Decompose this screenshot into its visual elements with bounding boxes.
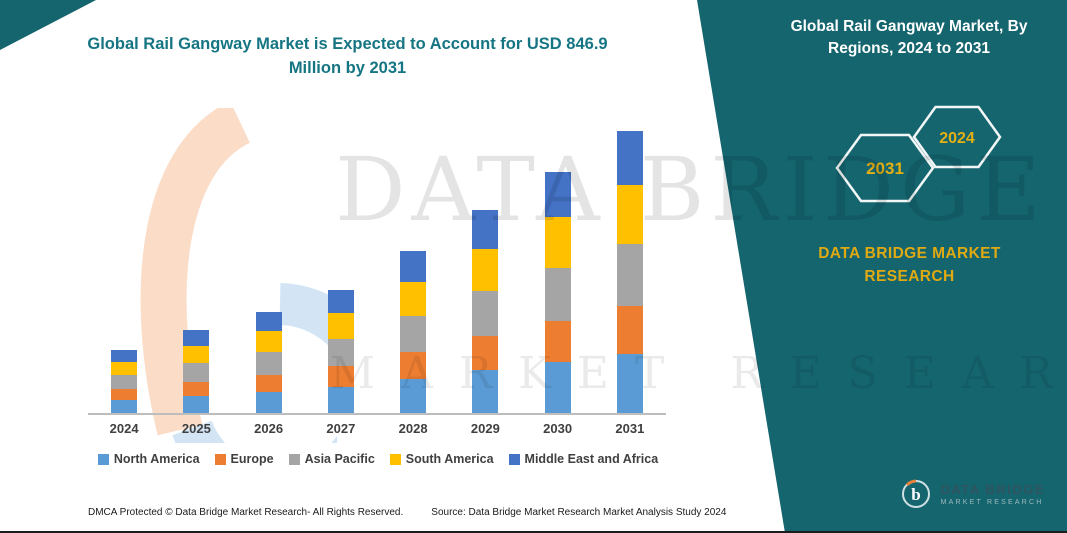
- bar-segment: [400, 282, 427, 317]
- legend-swatch: [508, 453, 520, 465]
- x-tick-label: 2024: [109, 421, 139, 436]
- bar-segment: [616, 244, 643, 306]
- bar-segment: [255, 391, 282, 413]
- bar-segment: [183, 395, 210, 413]
- bar-segment: [255, 352, 282, 375]
- bar-segment: [255, 374, 282, 392]
- bar-column-2031: [616, 97, 643, 413]
- legend-item: Middle East and Africa: [508, 452, 659, 466]
- x-tick-label: 2026: [254, 421, 284, 436]
- bar-segment: [616, 184, 643, 244]
- logo-text: DATA BRIDGE MARKET RESEARCH: [941, 482, 1045, 506]
- bar-segment: [327, 313, 354, 340]
- footer: DMCA Protected © Data Bridge Market Rese…: [88, 507, 726, 518]
- legend-swatch: [389, 453, 401, 465]
- bar-segment: [327, 339, 354, 367]
- bar-segment: [183, 330, 210, 346]
- bar-segment: [616, 305, 643, 354]
- bar-column-2026: [255, 97, 282, 413]
- bar-segment: [111, 388, 138, 400]
- bar-segment: [255, 331, 282, 353]
- brand-line-2: RESEARCH: [864, 268, 955, 286]
- bar-segment: [544, 362, 571, 413]
- bar-segment: [616, 353, 643, 413]
- brand-line-1: DATA BRIDGE MARKET: [818, 245, 1001, 262]
- side-panel: Global Rail Gangway Market, By Regions, …: [697, 0, 1067, 531]
- bar-segment: [616, 131, 643, 185]
- x-axis-labels: 2024 2025 2026 2027 2028 2029 2030 2031: [88, 421, 666, 436]
- bar-segment: [400, 351, 427, 380]
- bar-segment: [544, 217, 571, 269]
- bar-segment: [327, 366, 354, 388]
- hexagon-2024-label: 2024: [939, 130, 975, 147]
- legend-label: Europe: [230, 452, 274, 466]
- bar-column-2025: [183, 97, 210, 413]
- page-title: Global Rail Gangway Market is Expected t…: [87, 35, 608, 77]
- company-logo: b DATA BRIDGE MARKET RESEARCH: [899, 477, 1045, 511]
- legend-swatch: [214, 453, 226, 465]
- bar-segment: [111, 349, 138, 362]
- panel-title: Global Rail Gangway Market, By Regions, …: [790, 18, 1028, 57]
- bar-segment: [400, 316, 427, 352]
- brand-text: DATA BRIDGE MARKET RESEARCH: [787, 242, 1032, 289]
- bar-segment: [472, 335, 499, 371]
- bar-column-2027: [327, 97, 354, 413]
- dmca-notice: DMCA Protected © Data Bridge Market Rese…: [88, 507, 404, 518]
- bar-column-2028: [400, 97, 427, 413]
- bar-segment: [183, 363, 210, 382]
- legend-swatch: [97, 453, 109, 465]
- bar-segment: [183, 381, 210, 396]
- bar-segment: [255, 311, 282, 332]
- x-tick-label: 2031: [615, 421, 645, 436]
- svg-text:b: b: [911, 485, 920, 504]
- legend-label: South America: [405, 452, 494, 466]
- bar-segment: [183, 345, 210, 364]
- x-tick-label: 2029: [470, 421, 500, 436]
- bar-segment: [472, 248, 499, 292]
- bar-column-2024: [111, 97, 138, 413]
- stacked-bar-chart: [88, 97, 666, 415]
- chart-legend: North America Europe Asia Pacific South Ame…: [78, 452, 678, 466]
- legend-item: Europe: [214, 452, 274, 466]
- x-tick-label: 2030: [543, 421, 573, 436]
- x-tick-label: 2025: [181, 421, 211, 436]
- legend-item: Asia Pacific: [288, 452, 375, 466]
- bar-column-2030: [544, 97, 571, 413]
- legend-label: North America: [113, 452, 200, 466]
- x-tick-label: 2027: [326, 421, 356, 436]
- bar-segment: [400, 379, 427, 413]
- side-panel-content: Global Rail Gangway Market, By Regions, …: [697, 0, 1067, 531]
- year-hexagons: 2031 2024: [835, 105, 1002, 203]
- bar-column-2029: [472, 97, 499, 413]
- source-note: Source: Data Bridge Market Research Mark…: [431, 507, 727, 518]
- legend-label: Asia Pacific: [304, 452, 375, 466]
- bar-segment: [472, 210, 499, 249]
- hexagon-2024: [912, 105, 1002, 169]
- logo-b-icon: b: [901, 479, 930, 508]
- bar-segment: [111, 399, 138, 413]
- bar-segment: [327, 387, 354, 413]
- legend-item: North America: [97, 452, 200, 466]
- logo-subtitle: MARKET RESEARCH: [940, 499, 1044, 506]
- bar-segment: [111, 374, 138, 389]
- bar-segment: [472, 370, 499, 413]
- legend-label: Middle East and Africa: [524, 452, 659, 466]
- bar-segment: [400, 251, 427, 283]
- hexagon-2031-label: 2031: [866, 159, 904, 178]
- legend-item: South America: [389, 452, 494, 466]
- bar-segment: [327, 289, 354, 314]
- bar-segment: [544, 171, 571, 218]
- bar-segment: [544, 321, 571, 363]
- bar-segment: [544, 268, 571, 322]
- hexagon-2031: [835, 133, 935, 203]
- x-tick-label: 2028: [398, 421, 428, 436]
- legend-swatch: [288, 453, 300, 465]
- logo-name: DATA BRIDGE: [940, 482, 1045, 497]
- bar-segment: [111, 361, 138, 375]
- bar-segment: [472, 291, 499, 336]
